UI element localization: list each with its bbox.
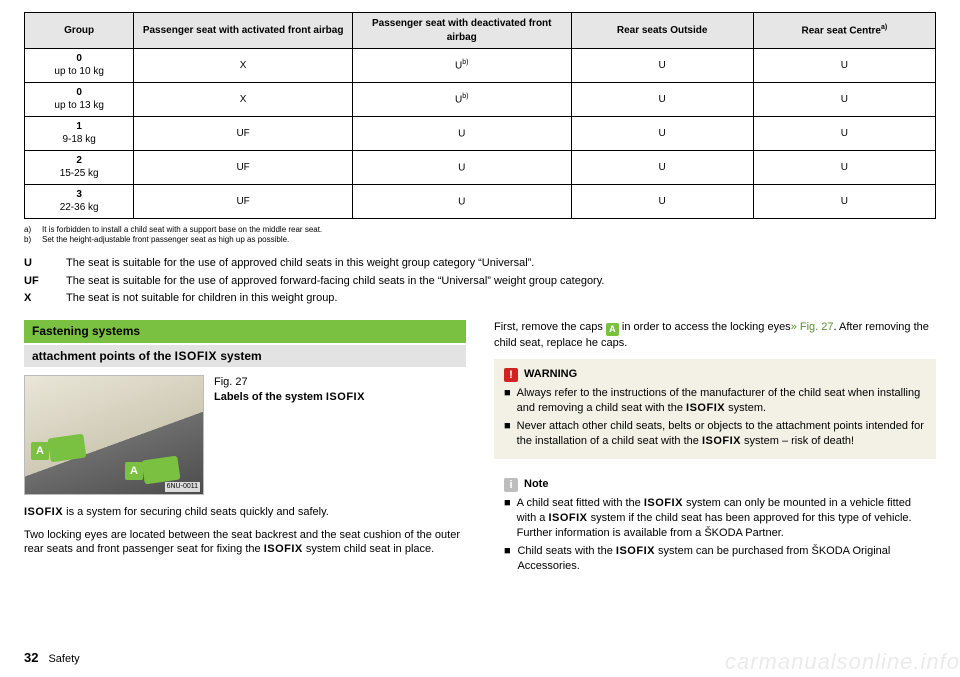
th-rear-centre: Rear seat Centrea) (753, 13, 935, 49)
table-footnotes: a)It is forbidden to install a child sea… (24, 225, 936, 246)
fig-link: » Fig. 27 (791, 321, 834, 333)
watermark: carmanualsonline.info (725, 647, 960, 677)
list-item: ■Always refer to the instructions of the… (504, 386, 926, 416)
marker-a-icon: A (606, 323, 619, 336)
right-column: First, remove the caps A in order to acc… (494, 320, 936, 594)
page-footer: 32 Safety (24, 649, 80, 667)
th-activated: Passenger seat with activated front airb… (134, 13, 353, 49)
table-row: 0up to 13 kg X Ub) U U (25, 83, 936, 117)
warning-box: !WARNING ■Always refer to the instructio… (494, 359, 936, 459)
left-column: Fastening systems attachment points of t… (24, 320, 466, 594)
heading-fastening-systems: Fastening systems (24, 320, 466, 342)
table-row: 0up to 10 kg X Ub) U U (25, 49, 936, 83)
th-group: Group (25, 13, 134, 49)
page-number: 32 (24, 650, 38, 665)
th-deactivated: Passenger seat with deactivated front ai… (352, 13, 571, 49)
info-icon: i (504, 478, 518, 492)
list-item: ■Child seats with the ISOFIX system can … (504, 544, 926, 574)
note-box: iNote ■A child seat fitted with the ISOF… (494, 469, 936, 584)
list-item: ■A child seat fitted with the ISOFIX sys… (504, 496, 926, 541)
legend: UThe seat is suitable for the use of app… (24, 256, 936, 307)
paragraph: First, remove the caps A in order to acc… (494, 320, 936, 351)
table-row: 215-25 kg UF U U U (25, 151, 936, 185)
child-seat-table: Group Passenger seat with activated fron… (24, 12, 936, 219)
figure-caption: Fig. 27 Labels of the system ISOFIX (214, 375, 365, 495)
list-item: ■Never attach other child seats, belts o… (504, 419, 926, 449)
figure-isofix-labels: A A 6NU-0011 (24, 375, 204, 495)
paragraph: Two locking eyes are located between the… (24, 528, 466, 558)
th-rear-outside: Rear seats Outside (571, 13, 753, 49)
heading-attachment-points: attachment points of the ISOFIX system (24, 345, 466, 367)
section-title: Safety (48, 653, 79, 665)
table-row: 322-36 kg UF U U U (25, 185, 936, 219)
paragraph: ISOFIX is a system for securing child se… (24, 505, 466, 520)
table-row: 19-18 kg UF U U U (25, 117, 936, 151)
warning-icon: ! (504, 368, 518, 382)
